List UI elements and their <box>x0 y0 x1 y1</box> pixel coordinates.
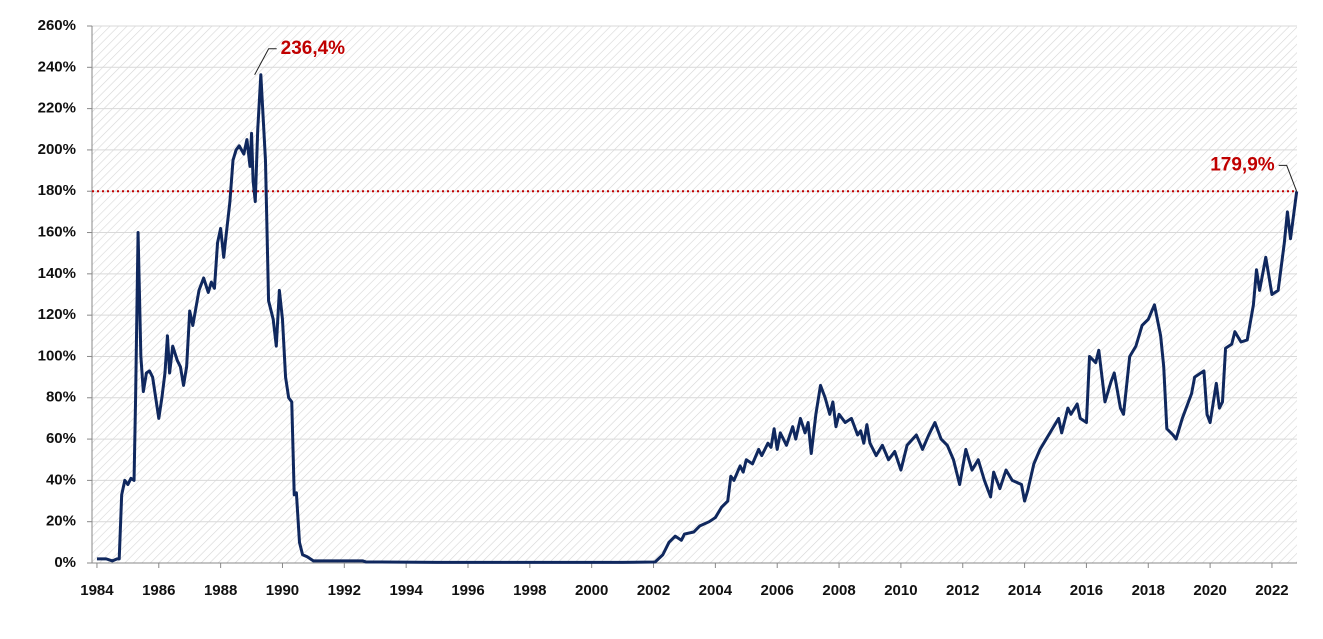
x-tick-label: 2014 <box>1008 582 1042 599</box>
y-tick-label: 220% <box>38 100 76 117</box>
x-tick-label: 2000 <box>575 582 608 599</box>
x-tick-label: 1990 <box>266 582 299 599</box>
y-tick-label: 0% <box>54 554 76 571</box>
y-tick-label: 20% <box>46 513 76 530</box>
x-tick-label: 2022 <box>1255 582 1288 599</box>
x-tick-label: 1988 <box>204 582 237 599</box>
x-tick-label: 2004 <box>699 582 733 599</box>
annotation-label: 236,4% <box>281 38 346 59</box>
x-tick-label: 2002 <box>637 582 670 599</box>
y-tick-label: 60% <box>46 430 76 447</box>
y-tick-label: 180% <box>38 182 76 199</box>
x-tick-label: 1984 <box>80 582 114 599</box>
y-tick-label: 240% <box>38 58 76 75</box>
y-tick-label: 120% <box>38 306 76 323</box>
annotation-label: 179,9% <box>1210 154 1275 175</box>
y-tick-label: 260% <box>38 17 76 34</box>
x-tick-label: 1994 <box>389 582 423 599</box>
annotation-leader <box>254 48 277 75</box>
x-tick-label: 2020 <box>1193 582 1226 599</box>
y-tick-label: 100% <box>38 347 76 364</box>
data-line <box>96 73 1299 564</box>
x-tick-label: 1996 <box>451 582 484 599</box>
x-tick-label: 2018 <box>1132 582 1165 599</box>
y-tick-label: 40% <box>46 471 76 488</box>
x-tick-label: 2012 <box>946 582 979 599</box>
y-tick-label: 80% <box>46 389 76 406</box>
x-tick-label: 1998 <box>513 582 546 599</box>
x-tick-label: 2008 <box>822 582 855 599</box>
plot-background <box>92 26 1297 563</box>
y-tick-label: 200% <box>38 141 76 158</box>
x-tick-label: 2016 <box>1070 582 1103 599</box>
y-tick-label: 160% <box>38 224 76 241</box>
x-tick-label: 1986 <box>142 582 175 599</box>
y-tick-label: 140% <box>38 265 76 282</box>
x-tick-label: 1992 <box>328 582 361 599</box>
annotation-leader <box>1278 164 1298 192</box>
x-tick-label: 2010 <box>884 582 917 599</box>
x-tick-label: 2006 <box>761 582 794 599</box>
